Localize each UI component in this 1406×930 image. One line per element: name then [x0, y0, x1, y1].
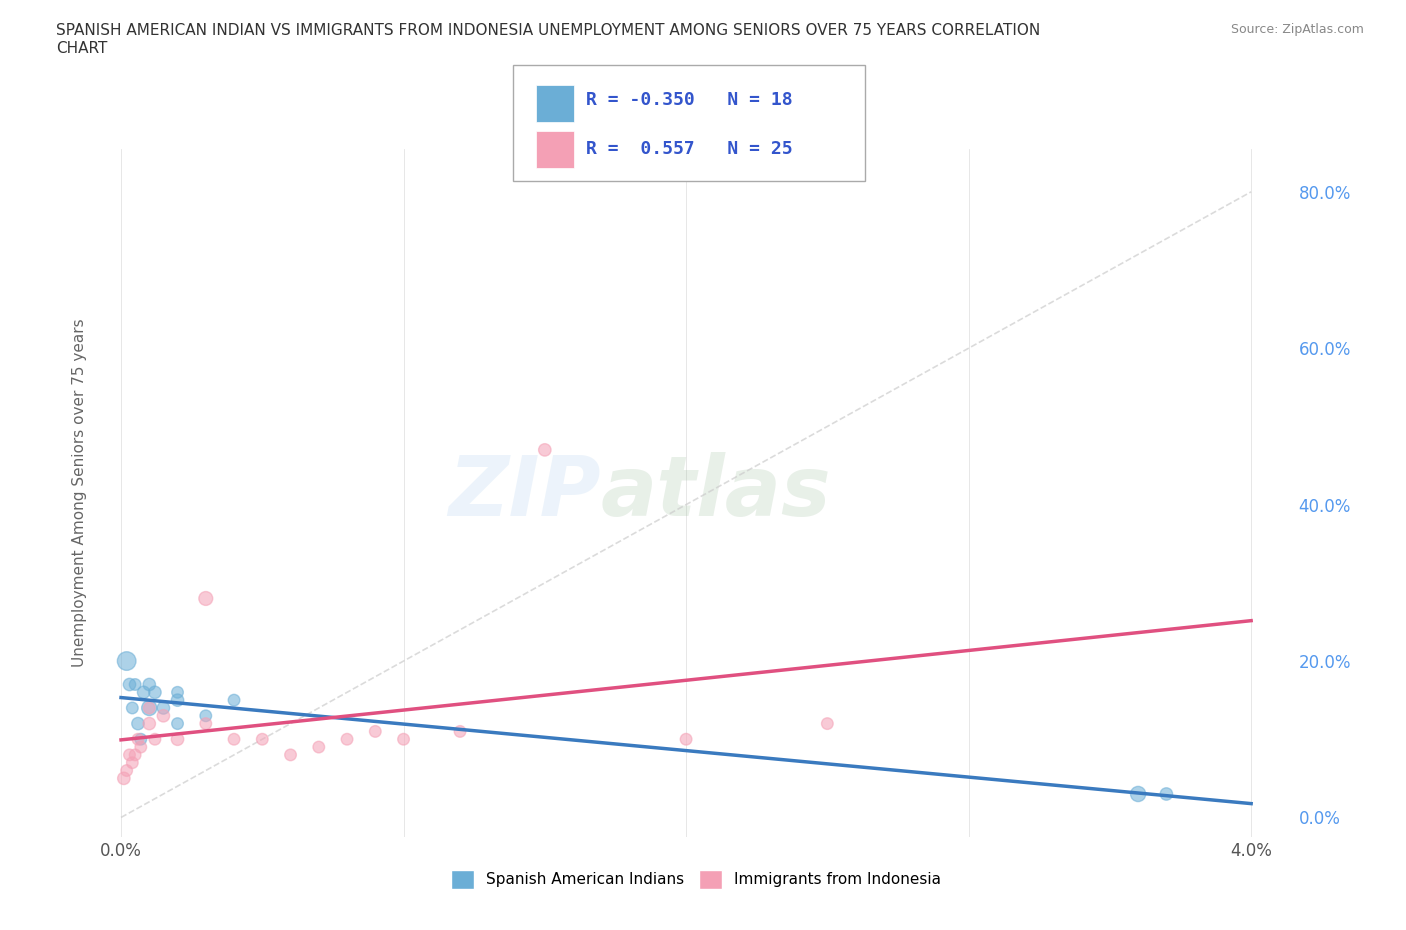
Point — [449, 724, 471, 738]
Point — [392, 732, 415, 747]
Point — [124, 677, 146, 692]
Point — [336, 732, 359, 747]
Point — [127, 716, 149, 731]
Point — [138, 700, 160, 715]
Point — [194, 591, 217, 606]
Point — [194, 709, 217, 724]
Point — [138, 677, 160, 692]
Point — [115, 654, 138, 669]
Point — [129, 732, 152, 747]
Point — [166, 716, 188, 731]
Point — [166, 684, 188, 699]
Point — [675, 732, 697, 747]
Point — [222, 693, 245, 708]
Point — [308, 739, 330, 754]
Point — [252, 732, 274, 747]
Text: atlas: atlas — [600, 452, 831, 534]
Point — [132, 684, 155, 699]
Point — [118, 748, 141, 763]
Point — [166, 732, 188, 747]
Point — [1126, 787, 1149, 802]
Text: ZIP: ZIP — [447, 452, 600, 534]
Text: R = -0.350   N = 18: R = -0.350 N = 18 — [586, 91, 793, 110]
Point — [533, 443, 555, 458]
Text: SPANISH AMERICAN INDIAN VS IMMIGRANTS FROM INDONESIA UNEMPLOYMENT AMONG SENIORS : SPANISH AMERICAN INDIAN VS IMMIGRANTS FR… — [56, 23, 1040, 56]
Point — [280, 748, 302, 763]
Y-axis label: Unemployment Among Seniors over 75 years: Unemployment Among Seniors over 75 years — [72, 319, 87, 667]
Point — [112, 771, 135, 786]
Point — [115, 764, 138, 778]
Point — [194, 716, 217, 731]
Point — [118, 677, 141, 692]
Point — [143, 684, 166, 699]
Point — [138, 700, 160, 715]
Point — [152, 700, 174, 715]
Point — [121, 700, 143, 715]
Point — [124, 748, 146, 763]
Point — [152, 709, 174, 724]
Point — [166, 693, 188, 708]
Point — [222, 732, 245, 747]
Point — [121, 755, 143, 770]
Point — [138, 716, 160, 731]
Point — [1156, 787, 1178, 802]
Text: R =  0.557   N = 25: R = 0.557 N = 25 — [586, 140, 793, 158]
Point — [143, 732, 166, 747]
Legend: Spanish American Indians, Immigrants from Indonesia: Spanish American Indians, Immigrants fro… — [444, 864, 948, 895]
Text: Source: ZipAtlas.com: Source: ZipAtlas.com — [1230, 23, 1364, 36]
Point — [127, 732, 149, 747]
Point — [364, 724, 387, 738]
Point — [129, 739, 152, 754]
Point — [815, 716, 838, 731]
